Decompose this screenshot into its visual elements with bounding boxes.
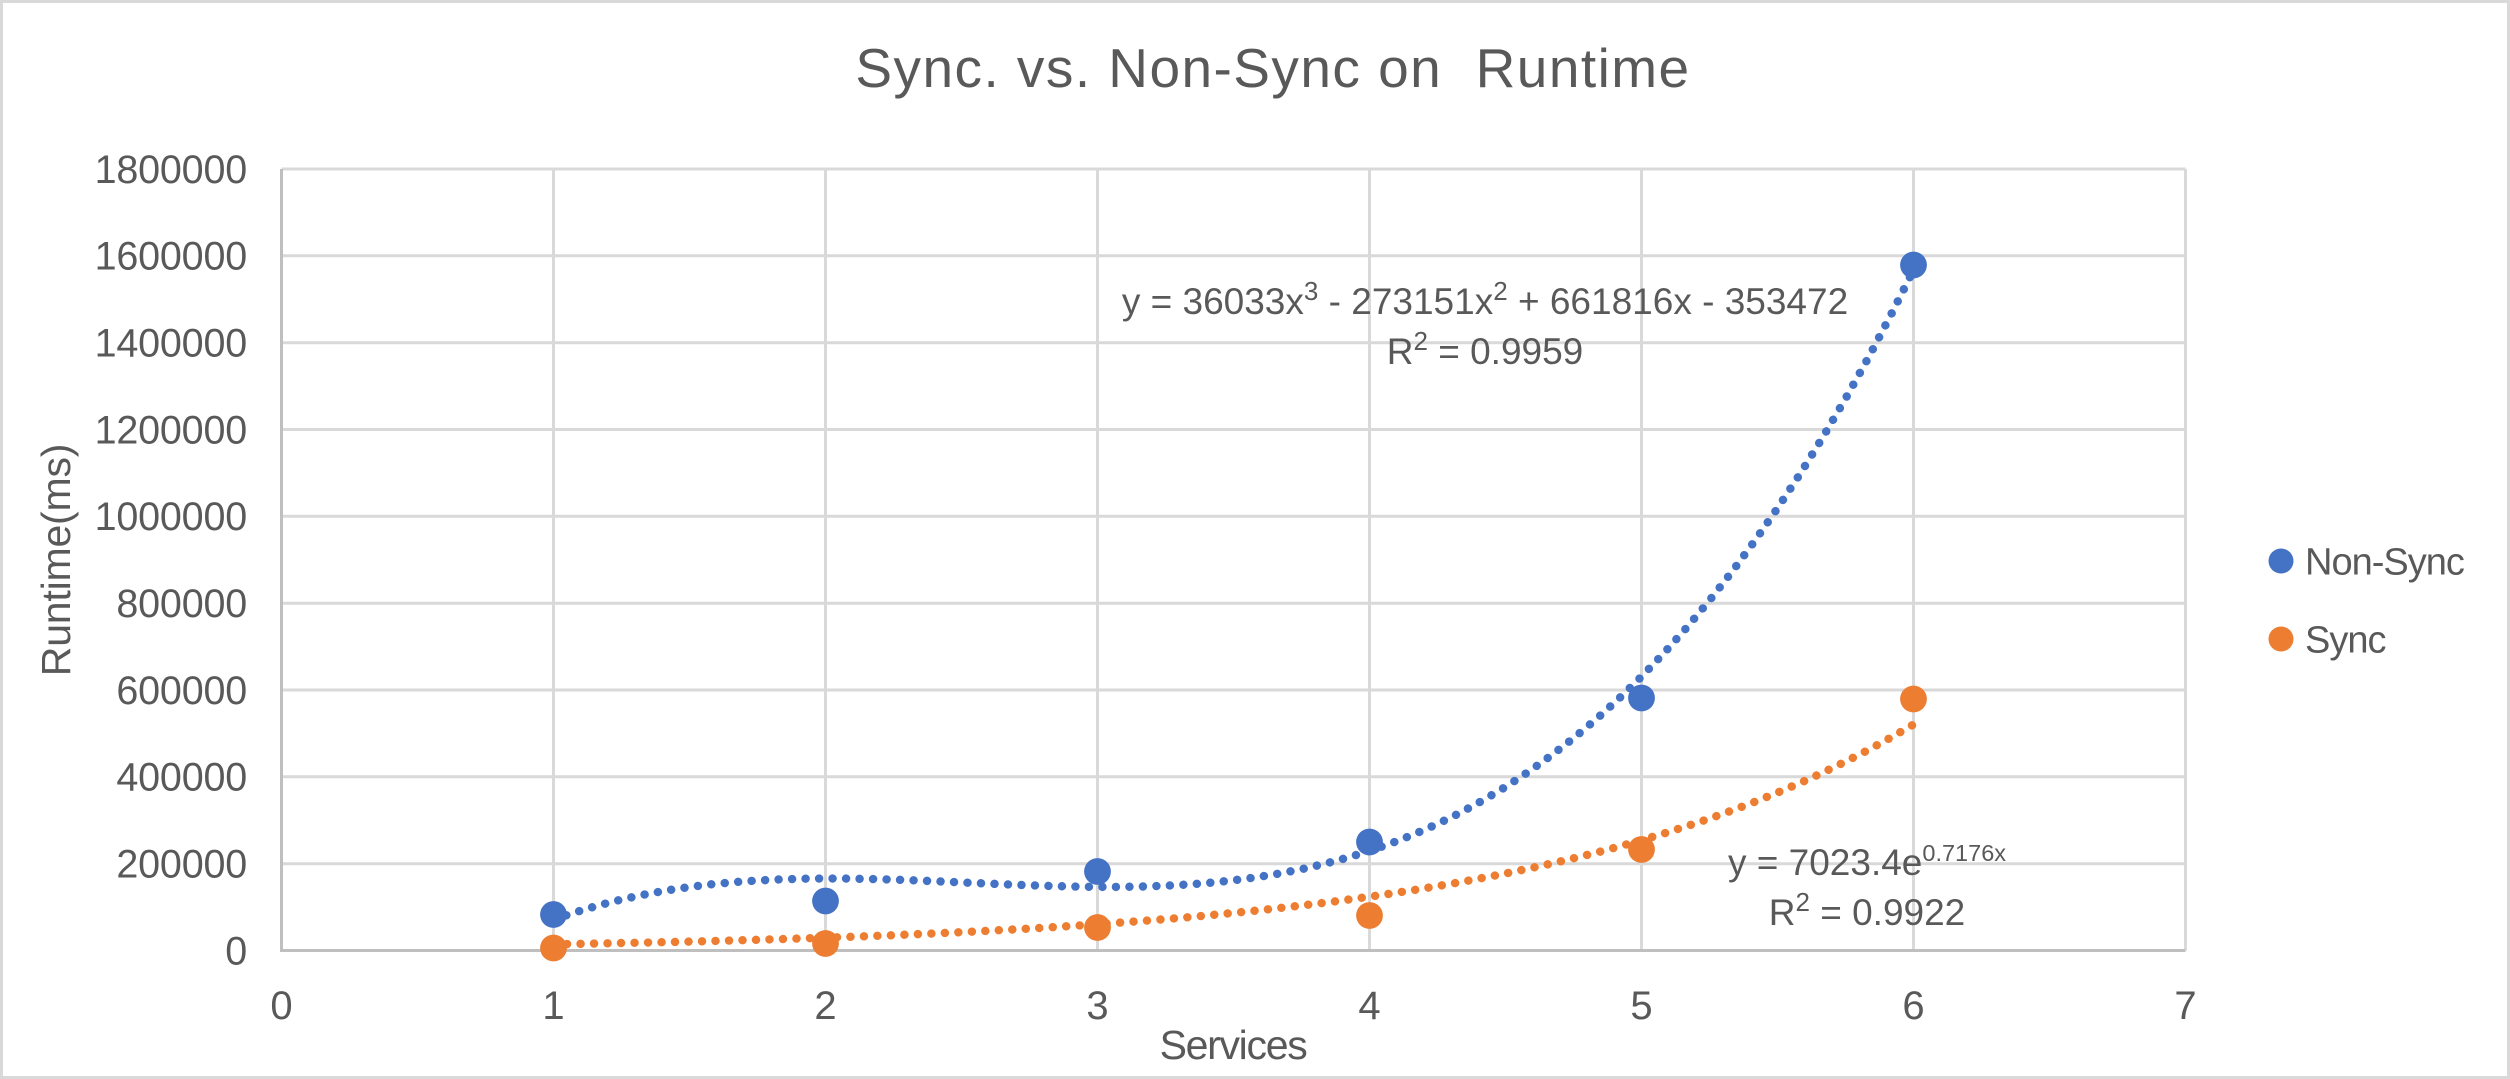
svg-text:7: 7: [2174, 984, 2196, 1028]
svg-text:3: 3: [1086, 984, 1108, 1028]
svg-text:1000000: 1000000: [95, 495, 247, 539]
svg-text:Sync: Sync: [2305, 620, 2385, 662]
svg-text:1600000: 1600000: [95, 235, 247, 279]
svg-text:R2 = 0.9922: R2 = 0.9922: [1769, 887, 1966, 933]
svg-text:400000: 400000: [116, 756, 247, 800]
svg-text:1200000: 1200000: [95, 408, 247, 452]
svg-text:5: 5: [1630, 984, 1652, 1028]
svg-text:y = 36033x3 - 273151x2 + 66181: y = 36033x3 - 273151x2 + 661816x - 35347…: [1122, 276, 1848, 322]
svg-text:Non-Sync: Non-Sync: [2305, 542, 2464, 584]
svg-text:2: 2: [814, 984, 836, 1028]
svg-text:0: 0: [270, 984, 292, 1028]
svg-text:600000: 600000: [116, 669, 247, 713]
svg-text:1400000: 1400000: [95, 322, 247, 366]
svg-text:200000: 200000: [116, 843, 247, 887]
svg-text:6: 6: [1902, 984, 1924, 1028]
svg-text:1800000: 1800000: [95, 148, 247, 192]
svg-text:0: 0: [225, 929, 247, 973]
svg-text:Sync. vs. Non-Sync on Runtime: Sync. vs. Non-Sync on Runtime: [855, 37, 1690, 99]
svg-text:4: 4: [1358, 984, 1380, 1028]
svg-text:Runtime(ms): Runtime(ms): [33, 444, 79, 676]
svg-text:1: 1: [542, 984, 564, 1028]
svg-text:Services: Services: [1160, 1022, 1308, 1068]
svg-text:800000: 800000: [116, 582, 247, 626]
